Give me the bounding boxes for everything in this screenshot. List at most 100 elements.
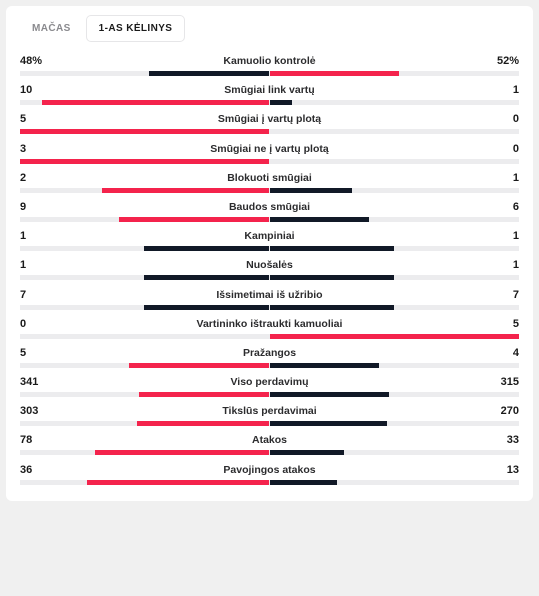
stat-header: 36Pavojingos atakos13 [20, 464, 519, 476]
stat-value-right: 1 [491, 84, 519, 96]
stat-row: 3Smūgiai ne į vartų plotą0 [20, 143, 519, 164]
stat-row: 303Tikslūs perdavimai270 [20, 405, 519, 426]
stat-label: Tikslūs perdavimai [48, 405, 491, 417]
stat-value-right: 1 [491, 172, 519, 184]
bar-fill-left [129, 363, 268, 368]
stat-value-left: 3 [20, 143, 48, 155]
stat-bar [20, 392, 519, 397]
stat-value-left: 10 [20, 84, 48, 96]
stat-value-left: 5 [20, 347, 48, 359]
stat-value-right: 1 [491, 259, 519, 271]
stat-bar [20, 450, 519, 455]
stat-value-left: 5 [20, 113, 48, 125]
stat-label: Pražangos [48, 347, 491, 359]
stat-bar [20, 217, 519, 222]
tab-1[interactable]: 1-AS KĖLINYS [87, 16, 185, 41]
stat-header: 303Tikslūs perdavimai270 [20, 405, 519, 417]
stat-header: 3Smūgiai ne į vartų plotą0 [20, 143, 519, 155]
stat-value-left: 341 [20, 376, 48, 388]
bar-fill-right [270, 392, 390, 397]
stat-value-right: 13 [491, 464, 519, 476]
stat-value-right: 315 [491, 376, 519, 388]
stat-header: 48%Kamuolio kontrolė52% [20, 55, 519, 67]
stat-bar [20, 334, 519, 339]
stat-row: 2Blokuoti smūgiai1 [20, 172, 519, 193]
stat-label: Smūgiai link vartų [48, 84, 491, 96]
bar-fill-left [20, 159, 269, 164]
stat-bar [20, 421, 519, 426]
stat-label: Nuošalės [48, 259, 491, 271]
stat-label: Vartininko ištraukti kamuoliai [48, 318, 491, 330]
stat-value-right: 6 [491, 201, 519, 213]
stat-value-right: 0 [491, 113, 519, 125]
stat-header: 5Pražangos4 [20, 347, 519, 359]
stat-bar [20, 129, 519, 134]
bar-fill-right [270, 450, 345, 455]
bar-fill-right [270, 246, 395, 251]
tab-0[interactable]: MAČAS [20, 16, 83, 41]
stat-label: Kampiniai [48, 230, 491, 242]
stat-value-right: 0 [491, 143, 519, 155]
stat-row: 9Baudos smūgiai6 [20, 201, 519, 222]
stat-bar [20, 71, 519, 76]
tabs: MAČAS1-AS KĖLINYS [20, 16, 519, 41]
stat-label: Smūgiai į vartų plotą [48, 113, 491, 125]
stat-label: Smūgiai ne į vartų plotą [48, 143, 491, 155]
stat-row: 36Pavojingos atakos13 [20, 464, 519, 485]
stat-header: 7Išsimetimai iš užribio7 [20, 289, 519, 301]
stat-header: 5Smūgiai į vartų plotą0 [20, 113, 519, 125]
stat-bar [20, 275, 519, 280]
bar-fill-left [149, 71, 268, 76]
stat-header: 1Nuošalės1 [20, 259, 519, 271]
bar-fill-left [95, 450, 269, 455]
bar-fill-left [87, 480, 268, 485]
bar-fill-right [270, 421, 387, 426]
stat-header: 9Baudos smūgiai6 [20, 201, 519, 213]
bar-fill-left [144, 305, 268, 310]
stat-bar [20, 480, 519, 485]
bar-fill-right [270, 275, 395, 280]
bar-fill-right [270, 188, 352, 193]
stat-label: Viso perdavimų [48, 376, 491, 388]
stat-value-right: 33 [491, 434, 519, 446]
stat-value-right: 270 [491, 405, 519, 417]
stat-value-left: 9 [20, 201, 48, 213]
stat-header: 78Atakos33 [20, 434, 519, 446]
bar-fill-left [42, 100, 268, 105]
stat-row: 1Nuošalės1 [20, 259, 519, 280]
stat-row: 5Smūgiai į vartų plotą0 [20, 113, 519, 134]
stat-row: 7Išsimetimai iš užribio7 [20, 289, 519, 310]
stat-row: 0Vartininko ištraukti kamuoliai5 [20, 318, 519, 339]
bar-fill-left [144, 275, 268, 280]
stats-panel: MAČAS1-AS KĖLINYS 48%Kamuolio kontrolė52… [6, 6, 533, 501]
stat-value-right: 7 [491, 289, 519, 301]
bar-fill-right [270, 71, 400, 76]
stat-value-left: 36 [20, 464, 48, 476]
stat-bar [20, 363, 519, 368]
stat-value-left: 1 [20, 259, 48, 271]
stat-header: 341Viso perdavimų315 [20, 376, 519, 388]
stat-value-left: 1 [20, 230, 48, 242]
stat-value-left: 7 [20, 289, 48, 301]
stat-value-right: 52% [491, 55, 519, 67]
stat-label: Baudos smūgiai [48, 201, 491, 213]
stat-bar [20, 159, 519, 164]
bar-fill-right [270, 363, 380, 368]
bar-fill-left [119, 217, 268, 222]
stats-list: 48%Kamuolio kontrolė52%10Smūgiai link va… [20, 55, 519, 485]
stat-value-right: 4 [491, 347, 519, 359]
stat-value-right: 5 [491, 318, 519, 330]
stat-header: 1Kampiniai1 [20, 230, 519, 242]
stat-bar [20, 100, 519, 105]
stat-row: 1Kampiniai1 [20, 230, 519, 251]
bar-fill-right [270, 100, 292, 105]
stat-row: 5Pražangos4 [20, 347, 519, 368]
stat-label: Išsimetimai iš užribio [48, 289, 491, 301]
stat-value-left: 2 [20, 172, 48, 184]
stat-row: 10Smūgiai link vartų1 [20, 84, 519, 105]
stat-row: 341Viso perdavimų315 [20, 376, 519, 397]
bar-fill-right [270, 217, 370, 222]
stat-label: Atakos [48, 434, 491, 446]
stat-value-left: 303 [20, 405, 48, 417]
stat-header: 2Blokuoti smūgiai1 [20, 172, 519, 184]
